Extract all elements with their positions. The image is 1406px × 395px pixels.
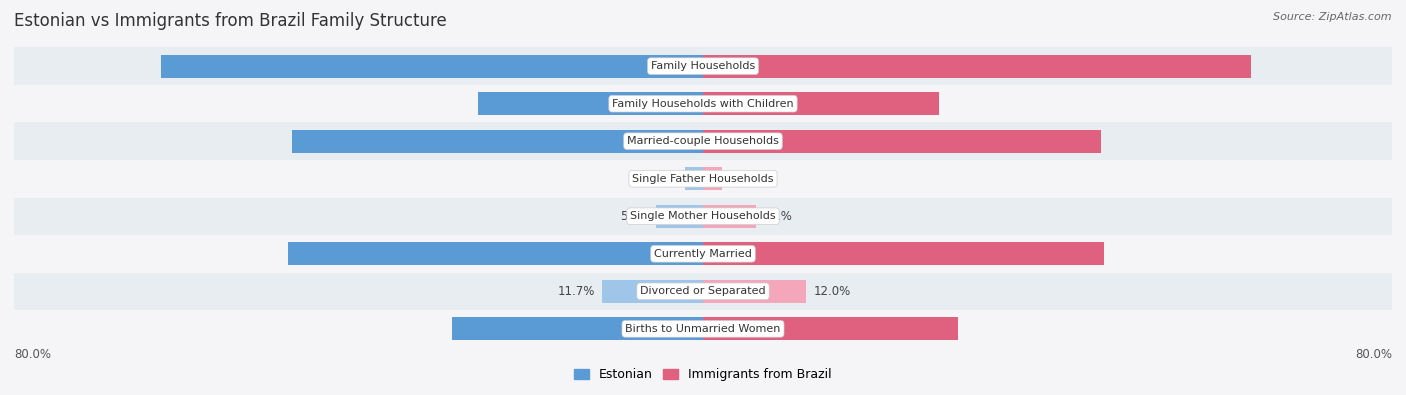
Text: Currently Married: Currently Married (654, 249, 752, 259)
Text: Family Households with Children: Family Households with Children (612, 99, 794, 109)
Bar (685, 167, 703, 190)
Text: 62.9%: 62.9% (659, 60, 700, 73)
Text: 46.6%: 46.6% (695, 247, 735, 260)
Bar (292, 130, 703, 153)
Text: 2.1%: 2.1% (648, 172, 678, 185)
Text: 12.0%: 12.0% (813, 285, 851, 298)
Bar (162, 55, 703, 78)
Text: 5.4%: 5.4% (620, 210, 650, 223)
Text: Family Households: Family Households (651, 61, 755, 71)
Bar (14, 310, 1392, 348)
Bar (14, 235, 1392, 273)
Bar (703, 242, 1104, 265)
Text: 47.7%: 47.7% (671, 135, 711, 148)
Bar (451, 317, 703, 340)
Text: 11.7%: 11.7% (558, 285, 595, 298)
Text: Divorced or Separated: Divorced or Separated (640, 286, 766, 296)
Text: Single Mother Households: Single Mother Households (630, 211, 776, 221)
Bar (14, 122, 1392, 160)
Bar (703, 205, 755, 228)
Text: 80.0%: 80.0% (1355, 348, 1392, 361)
Bar (703, 317, 957, 340)
Bar (703, 55, 1251, 78)
Text: Single Father Households: Single Father Households (633, 174, 773, 184)
Text: 80.0%: 80.0% (14, 348, 51, 361)
Text: 29.6%: 29.6% (682, 322, 724, 335)
Text: 46.2%: 46.2% (693, 135, 735, 148)
Text: 27.4%: 27.4% (681, 97, 721, 110)
Bar (602, 280, 703, 303)
Text: Married-couple Households: Married-couple Households (627, 136, 779, 146)
Text: Source: ZipAtlas.com: Source: ZipAtlas.com (1274, 12, 1392, 22)
Bar (14, 273, 1392, 310)
Bar (478, 92, 703, 115)
Legend: Estonian, Immigrants from Brazil: Estonian, Immigrants from Brazil (569, 363, 837, 386)
Bar (657, 205, 703, 228)
Bar (14, 85, 1392, 122)
Text: 29.2%: 29.2% (683, 322, 724, 335)
Bar (14, 160, 1392, 198)
Text: 63.6%: 63.6% (706, 60, 747, 73)
Bar (14, 198, 1392, 235)
Text: Estonian vs Immigrants from Brazil Family Structure: Estonian vs Immigrants from Brazil Famil… (14, 12, 447, 30)
Bar (14, 47, 1392, 85)
Bar (703, 92, 939, 115)
Bar (703, 130, 1101, 153)
Bar (288, 242, 703, 265)
Text: 2.2%: 2.2% (728, 172, 759, 185)
Bar (703, 167, 721, 190)
Text: Births to Unmarried Women: Births to Unmarried Women (626, 324, 780, 334)
Bar (703, 280, 807, 303)
Text: 48.2%: 48.2% (669, 247, 711, 260)
Text: 6.1%: 6.1% (762, 210, 793, 223)
Text: 26.1%: 26.1% (685, 97, 725, 110)
